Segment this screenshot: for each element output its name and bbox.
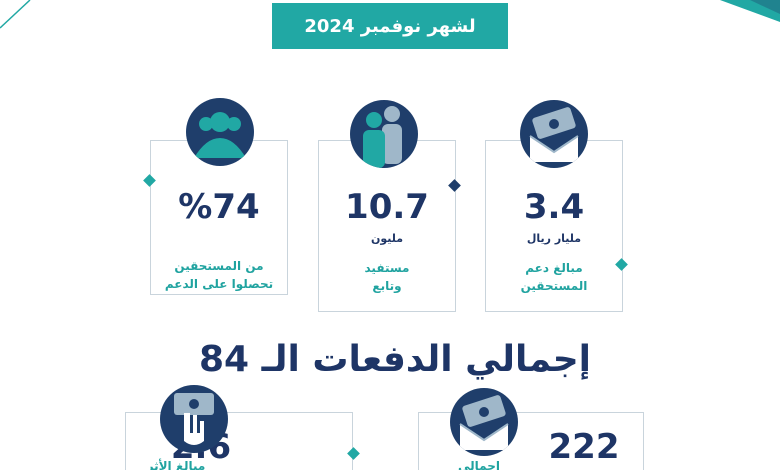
stat-label-line1: إجمالي xyxy=(458,459,500,470)
stat-card-support-amount: 3.4 مليار ريال مبالغ دعم المستحقين xyxy=(485,140,623,312)
stat-label-line2: المستحقين xyxy=(520,279,588,293)
stat-label-line2: وتابع xyxy=(372,279,402,293)
people-icon xyxy=(350,100,418,168)
stat-value: 10.7 xyxy=(345,187,429,227)
month-banner: لشهر نوفمبر 2024 xyxy=(272,3,508,49)
stat-value: %74 xyxy=(178,187,260,227)
total-payments-title: إجمالي الدفعات الـ 84 xyxy=(199,339,591,380)
stat-label-line1: من المستحقين xyxy=(174,259,264,273)
stat-unit: مليون xyxy=(370,232,404,245)
stat-label-line1: مبالغ الأثر xyxy=(146,459,206,470)
money-envelope-icon xyxy=(520,100,588,168)
stat-unit: مليار ريال xyxy=(526,232,582,245)
corner-triangle-decoration xyxy=(720,0,780,22)
hand-money-icon xyxy=(160,385,228,453)
stat-label-line1: مبالغ دعم xyxy=(525,261,583,275)
stat-value: 222 xyxy=(548,427,620,467)
stat-value: 3.4 xyxy=(523,187,585,227)
corner-line-decoration xyxy=(0,0,31,29)
stat-label-line2: تحصلوا على الدعم xyxy=(164,277,274,291)
month-label: لشهر نوفمبر 2024 xyxy=(304,15,476,37)
stat-card-beneficiaries: 10.7 مليون مستفيد وتابع xyxy=(318,140,456,312)
stat-label-line1: مستفيد xyxy=(364,261,410,275)
group-icon xyxy=(186,98,254,166)
money-envelope-icon xyxy=(450,388,518,456)
